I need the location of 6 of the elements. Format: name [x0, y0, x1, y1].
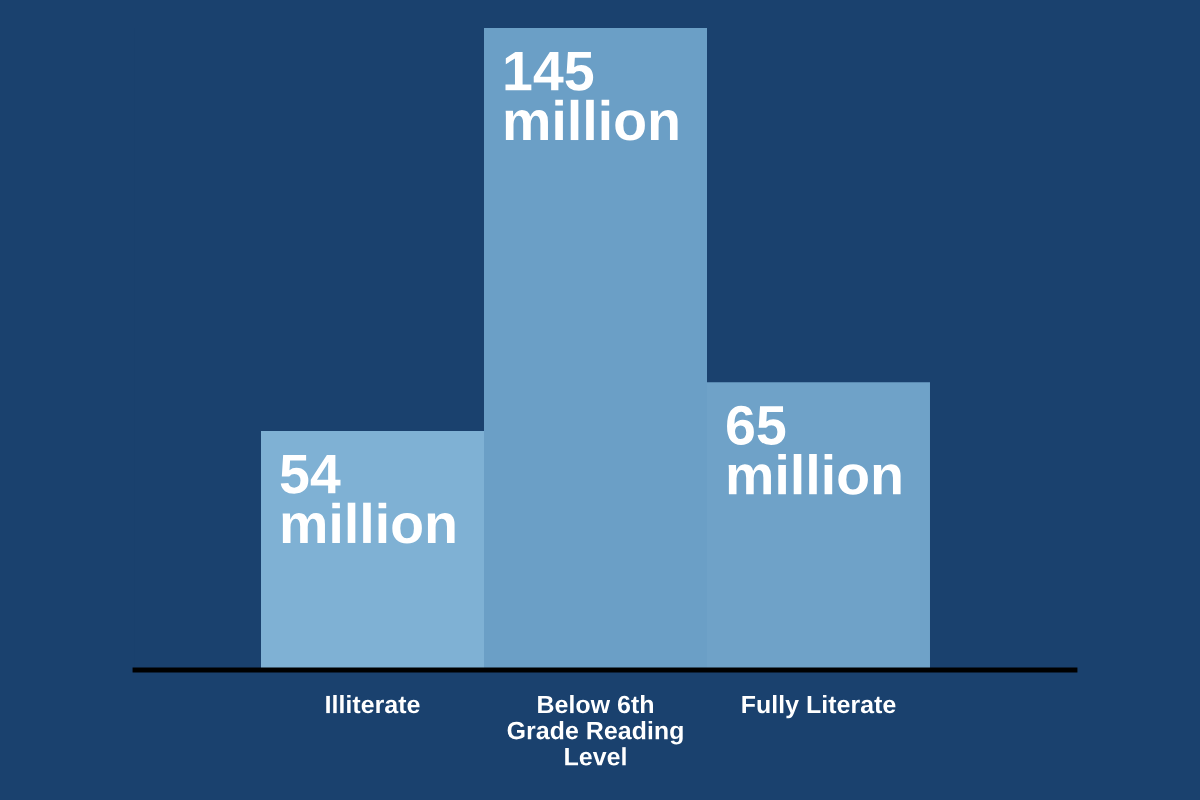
x-tick-label: Below 6th Grade Reading Level — [507, 695, 683, 766]
x-tick-label: Illiterate — [326, 695, 420, 714]
data-label: 54 million — [280, 454, 455, 544]
data-label: 145 million — [505, 52, 678, 141]
x-tick-label: Fully Literate — [742, 695, 896, 719]
data-label: 65 million — [727, 405, 901, 495]
